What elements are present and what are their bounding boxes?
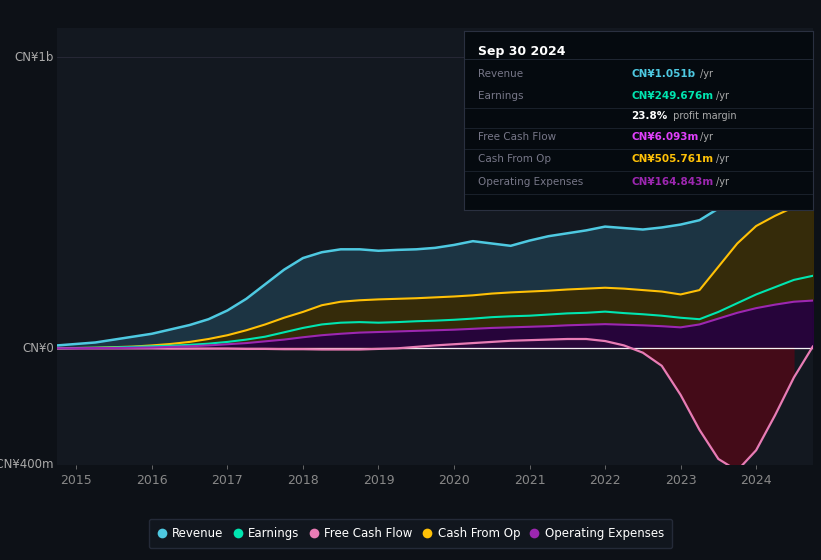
Text: Sep 30 2024: Sep 30 2024 <box>478 45 566 58</box>
Text: Free Cash Flow: Free Cash Flow <box>478 132 556 142</box>
Text: Operating Expenses: Operating Expenses <box>478 177 583 187</box>
Text: Earnings: Earnings <box>478 91 523 101</box>
Text: Revenue: Revenue <box>478 69 523 79</box>
Text: 23.8%: 23.8% <box>631 111 667 121</box>
Text: /yr: /yr <box>700 69 713 79</box>
Text: CN¥6.093m: CN¥6.093m <box>631 132 699 142</box>
Text: /yr: /yr <box>716 177 729 187</box>
Text: CN¥1b: CN¥1b <box>14 50 53 64</box>
Text: CN¥505.761m: CN¥505.761m <box>631 154 713 164</box>
Text: CN¥1.051b: CN¥1.051b <box>631 69 695 79</box>
Text: -CN¥400m: -CN¥400m <box>0 458 53 472</box>
Text: profit margin: profit margin <box>670 111 736 121</box>
Legend: Revenue, Earnings, Free Cash Flow, Cash From Op, Operating Expenses: Revenue, Earnings, Free Cash Flow, Cash … <box>149 519 672 548</box>
Text: /yr: /yr <box>700 132 713 142</box>
Text: Cash From Op: Cash From Op <box>478 154 551 164</box>
Text: /yr: /yr <box>716 154 729 164</box>
Text: CN¥164.843m: CN¥164.843m <box>631 177 713 187</box>
Text: /yr: /yr <box>716 91 729 101</box>
Text: CN¥249.676m: CN¥249.676m <box>631 91 713 101</box>
Text: CN¥0: CN¥0 <box>22 342 53 355</box>
